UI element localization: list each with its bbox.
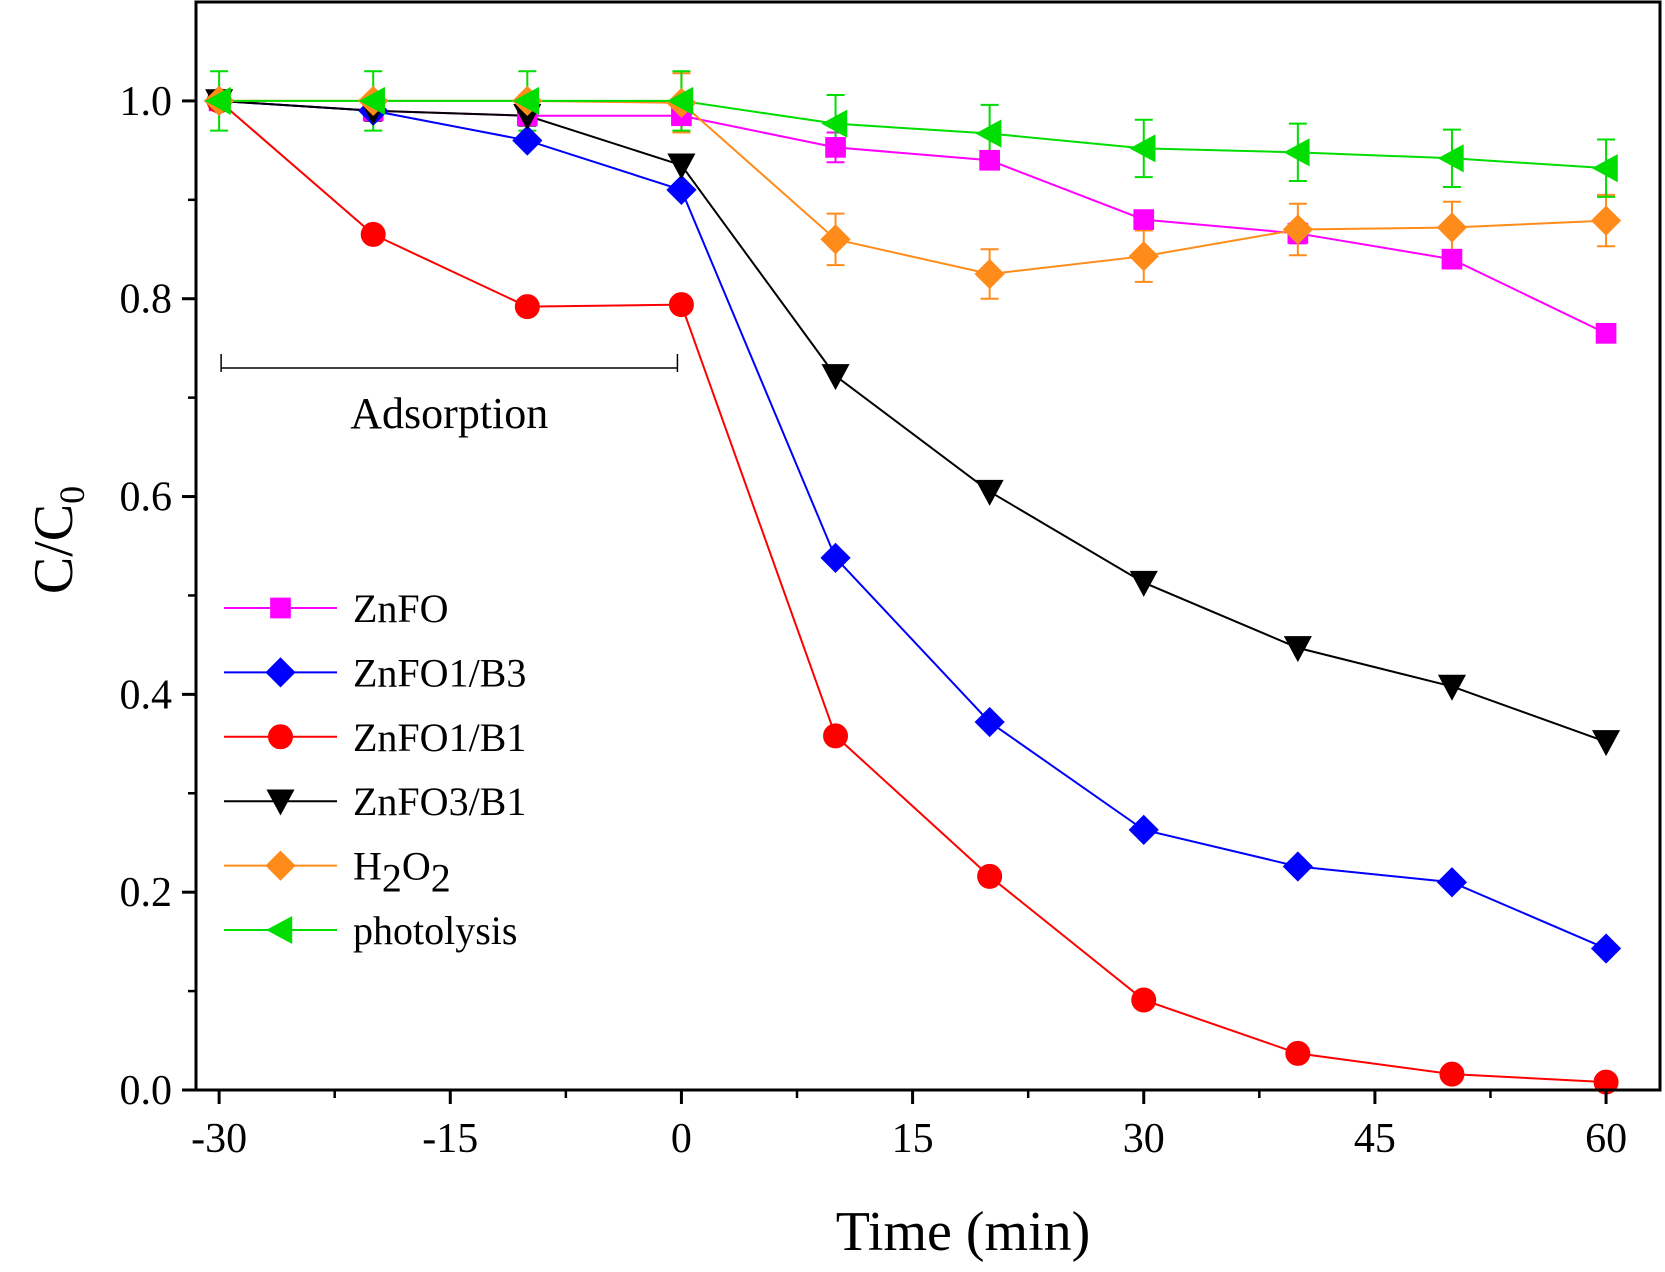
x-tick-label: 30 [1123, 1116, 1165, 1162]
series-4-point [1128, 241, 1159, 272]
y-axis-title: C/C0 [23, 486, 92, 594]
legend-item-2-label: ZnFO1/B1 [353, 715, 526, 760]
legend-item-3-label-part: ZnFO3/B1 [353, 779, 526, 824]
legend-item-4-label-part: O [402, 844, 431, 889]
series-4-line [219, 99, 1607, 276]
adsorption-label: Adsorption [350, 389, 548, 438]
series-2-point [1131, 987, 1157, 1013]
legend-item-0-marker [270, 597, 291, 619]
series-3-point [667, 153, 696, 180]
axes: -30 -15 0 15 30 45 60 0.0 0.2 0.4 0.6 0.8 1.0 [120, 0, 1662, 1162]
series-3-point [1592, 730, 1621, 757]
series-2-point [668, 292, 694, 318]
x-tick-label: -15 [422, 1116, 478, 1162]
series-2-point [977, 863, 1003, 889]
series-5-point [975, 119, 1002, 148]
series-5-point [358, 86, 385, 115]
series-5-point [1437, 144, 1464, 173]
y-axis-title-main: C/C [23, 504, 85, 594]
series-2-line [218, 100, 1607, 1084]
series-1-point [974, 706, 1005, 738]
series-1-point [512, 125, 543, 156]
series-2-point [1439, 1061, 1465, 1087]
series-1-point [1590, 933, 1622, 964]
legend-item-4-label-part: 2 [431, 856, 451, 901]
x-tick-label: 15 [892, 1116, 934, 1162]
series-0-point [1595, 323, 1617, 344]
series-2-point [1285, 1040, 1311, 1066]
legend-item-4-label-part: 2 [382, 856, 402, 901]
y-axis-title-sub: 0 [52, 486, 92, 504]
x-tick-label: 60 [1585, 1116, 1627, 1162]
x-tick-label: 45 [1354, 1116, 1396, 1162]
y-tick-label: 1.0 [120, 79, 173, 125]
legend-item-1-label-part: ZnFO1/B3 [353, 650, 526, 695]
legend-item-0-label-part: ZnFO [353, 586, 449, 631]
y-tick-label: 0.2 [120, 870, 173, 916]
series-markers [204, 85, 1622, 1095]
series-5-point [667, 86, 694, 115]
x-axis-title: Time (min) [836, 1201, 1091, 1263]
legend-item-3-marker [266, 789, 295, 816]
series-3-point [1437, 674, 1466, 701]
series-4-point [974, 258, 1005, 290]
series-1-point [1436, 867, 1468, 898]
series-3-point [975, 479, 1004, 506]
y-tick-label: 0.8 [120, 277, 173, 323]
legend-item-5-label-part: photolysis [353, 908, 517, 953]
series-3-point [1283, 636, 1312, 663]
series-4-point [1590, 205, 1622, 236]
series-2-point [514, 294, 540, 320]
series-1-line [219, 99, 1607, 950]
series-5-point [1591, 154, 1618, 183]
series-5-point [1129, 134, 1156, 163]
legend-item-2-label-part: ZnFO1/B1 [353, 715, 526, 760]
y-tick-label: 0.0 [120, 1068, 173, 1114]
series-4-point [820, 224, 851, 255]
series-2-point [823, 723, 849, 749]
series-3-line [219, 99, 1607, 743]
series-5-point [1283, 138, 1310, 167]
legend-item-2-marker [268, 724, 293, 750]
series-4-point [1282, 214, 1313, 245]
series-3-point [821, 364, 850, 391]
series-5-point [513, 86, 540, 115]
legend-item-4-marker [265, 850, 296, 881]
series-0-point [1441, 248, 1463, 270]
series-2-point [360, 221, 386, 247]
series-0-point [825, 137, 846, 158]
error-bars [210, 70, 1616, 300]
series-1-point [1128, 814, 1159, 845]
legend-item-0-label: ZnFO [353, 586, 449, 631]
series-1-point [666, 174, 697, 206]
legend-item-4-label: H2O2 [353, 844, 451, 901]
plot-frame [194, 0, 1662, 1092]
series-3-point [1129, 570, 1158, 597]
legend: ZnFOZnFO1/B3ZnFO1/B1ZnFO3/B1H2O2photolys… [224, 586, 526, 953]
legend-item-4-label-part: H [353, 844, 382, 889]
legend-item-3-label: ZnFO3/B1 [353, 779, 526, 824]
series-0-point [979, 149, 1000, 171]
series-lines [218, 99, 1607, 1084]
series-0-point [1133, 209, 1155, 230]
series-1-point [1282, 851, 1313, 882]
x-tick-label: 0 [671, 1116, 692, 1162]
series-1-point [820, 542, 851, 573]
series-5-line [219, 99, 1607, 170]
y-tick-label: 0.6 [120, 475, 173, 521]
legend-item-1-label: ZnFO1/B3 [353, 650, 526, 695]
legend-item-5-marker [266, 915, 293, 945]
adsorption-annotation: Adsorption [220, 353, 679, 438]
legend-item-1-marker [265, 657, 296, 688]
legend-item-5-label: photolysis [353, 908, 517, 953]
series-5-point [821, 109, 848, 138]
y-tick-label: 0.4 [120, 672, 173, 718]
series-4-point [1436, 212, 1468, 243]
series-0-line [219, 99, 1607, 335]
x-tick-label: -30 [191, 1116, 247, 1162]
series-5-point [204, 86, 231, 115]
